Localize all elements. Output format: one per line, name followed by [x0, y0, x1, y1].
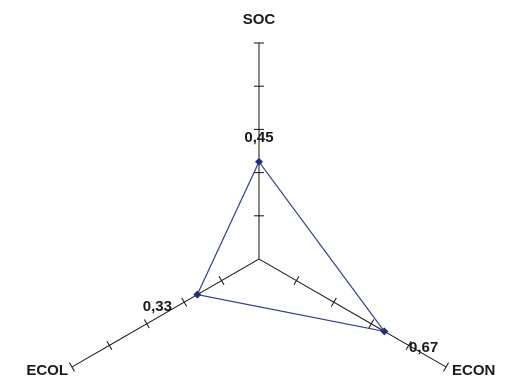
axis-tick-ecol	[181, 297, 188, 307]
value-label-econ: 0,67	[409, 339, 438, 356]
value-label-soc: 0,45	[244, 129, 273, 146]
axis-tick-econ	[368, 319, 375, 329]
axis-tick-econ	[330, 297, 337, 307]
axis-tick-econ	[293, 276, 300, 286]
axis-label-econ: ECON	[452, 362, 495, 379]
axis-line-econ	[258, 258, 447, 368]
axis-tick-econ	[405, 340, 412, 350]
axis-line-ecol	[71, 258, 260, 368]
labels-layer: SOC ECON ECOL 0,45 0,67 0,33	[26, 11, 495, 379]
axis-tick-ecol	[106, 340, 113, 350]
axis-tick-ecol	[69, 362, 75, 372]
data-point-econ	[380, 327, 389, 336]
axis-tick-ecol	[143, 319, 150, 329]
axis-tick-ecol	[218, 276, 225, 286]
axis-tick-econ	[443, 362, 449, 372]
axes-layer	[69, 42, 449, 372]
value-label-ecol: 0,33	[143, 298, 172, 315]
axis-label-soc: SOC	[243, 11, 276, 28]
data-point-ecol	[193, 290, 202, 299]
axis-label-ecol: ECOL	[26, 362, 68, 379]
series-polygon	[196, 160, 386, 333]
series-layer	[193, 157, 389, 336]
data-point-soc	[255, 157, 263, 166]
